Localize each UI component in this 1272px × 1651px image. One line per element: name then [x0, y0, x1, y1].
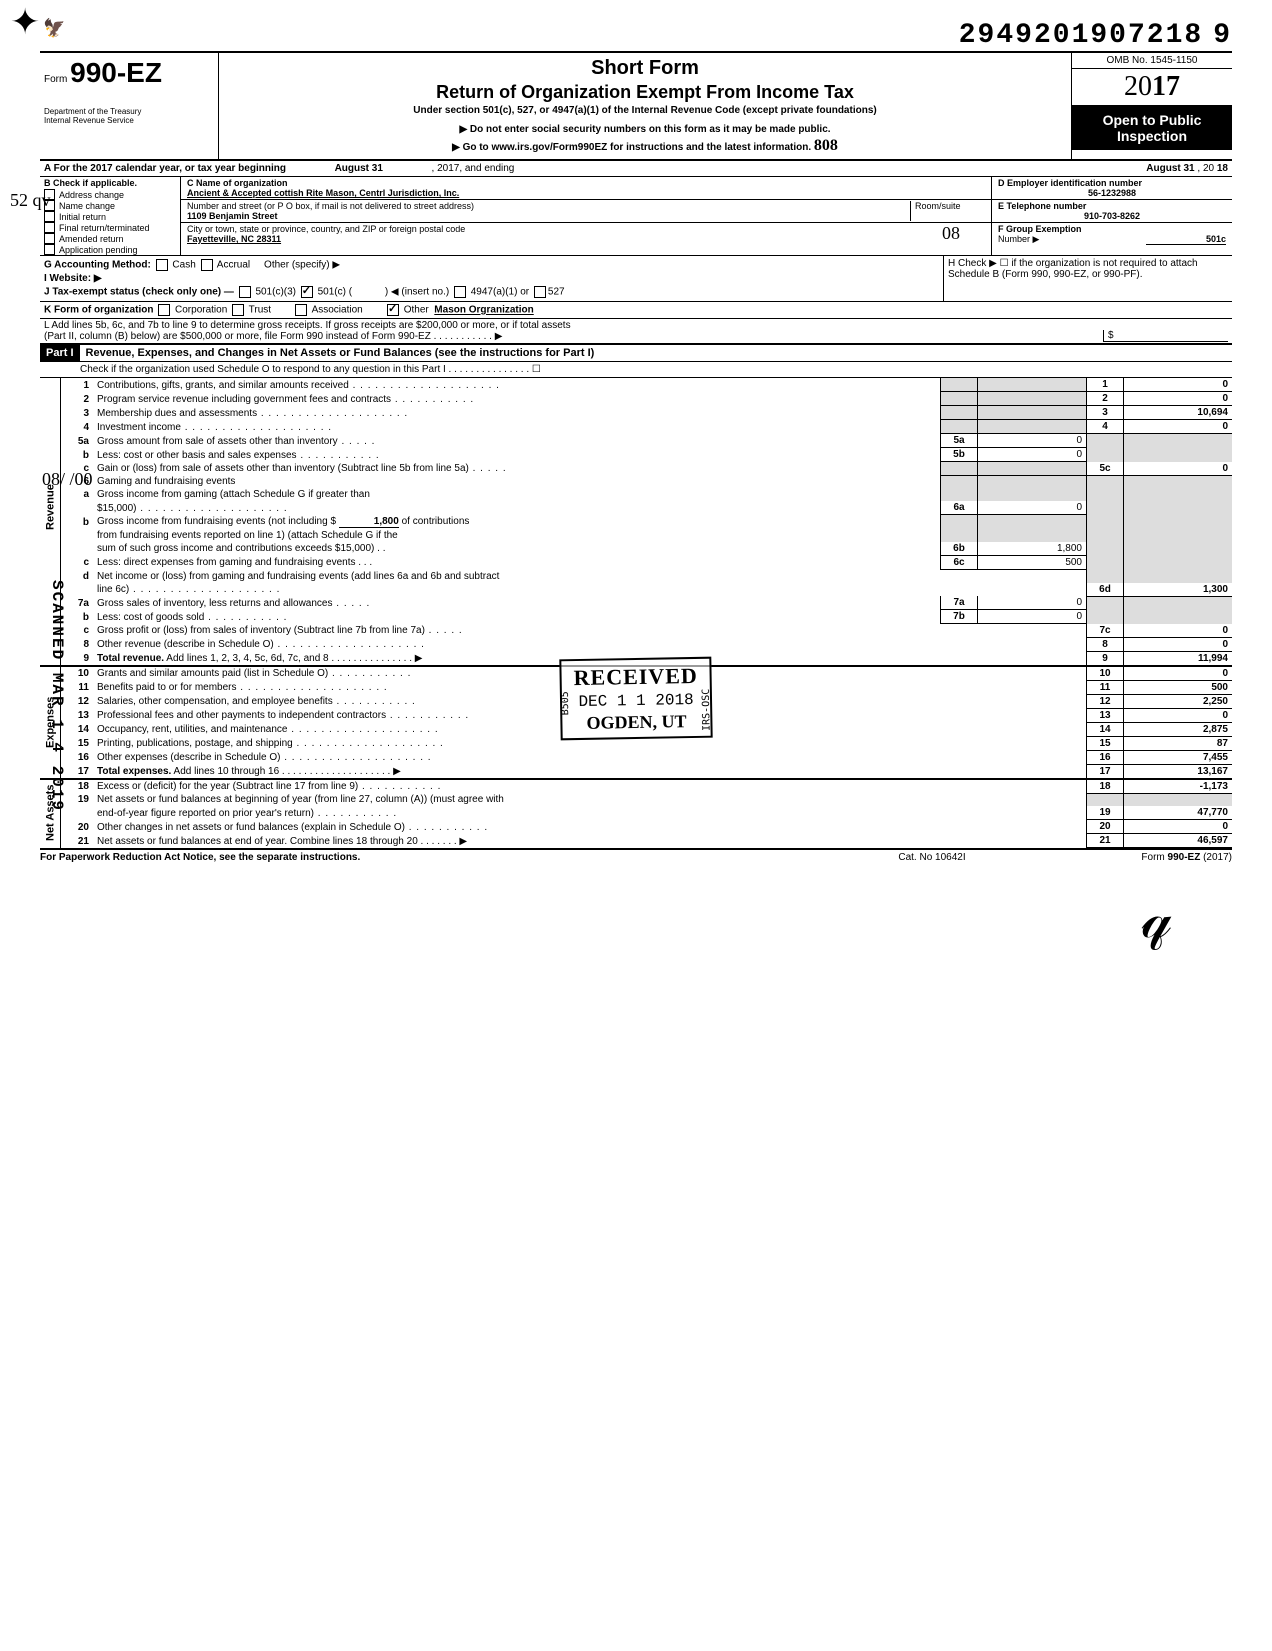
line-13-value: 0 [1124, 708, 1233, 722]
received-stamp: RECEIVED DEC 1 1 2018 OGDEN, UT B505 IRS… [559, 657, 713, 741]
open-to-public-2: Inspection [1076, 128, 1228, 144]
chk-initial-return[interactable] [44, 211, 55, 222]
chk-501c[interactable] [301, 286, 313, 298]
chk-accrual[interactable] [201, 259, 213, 271]
line-6c-value: 500 [978, 555, 1087, 569]
chk-other-org[interactable] [387, 304, 399, 316]
signature-scribble: 𝓆 [40, 883, 1232, 952]
line-4-value: 0 [1124, 420, 1233, 434]
line-18-value: -1,173 [1124, 779, 1233, 794]
line-5a-value: 0 [978, 434, 1087, 448]
line-1-value: 0 [1124, 378, 1233, 392]
handwriting-margin-52: 52 qv [10, 190, 51, 211]
org-name: Ancient & Accepted cottish Rite Mason, C… [187, 188, 985, 198]
row-l-amount: $ [1103, 330, 1228, 342]
side-label-net-assets: Net Assets [40, 779, 61, 848]
line-6d-value: 1,300 [1124, 583, 1233, 597]
document-locator-number: 2949201907218929492019072189 [40, 20, 1232, 51]
dept-treasury: Department of the Treasury [44, 107, 214, 116]
line-8-value: 0 [1124, 637, 1233, 651]
phone: 910-703-8262 [998, 211, 1226, 221]
chk-corp[interactable] [158, 304, 170, 316]
tax-year-begin: August 31 [289, 163, 429, 174]
chk-4947[interactable] [454, 286, 466, 298]
form-title-block: Short Form Return of Organization Exempt… [219, 53, 1071, 159]
chk-final-return[interactable] [44, 222, 55, 233]
line-7b-value: 0 [978, 610, 1087, 624]
row-k-form-org: K Form of organization Corporation Trust… [40, 302, 1232, 319]
line-7c-value: 0 [1124, 624, 1233, 638]
row-h-schedule-b: H Check ▶ ☐ if the organization is not r… [943, 256, 1232, 301]
row-i-website: I Website: ▶ [44, 272, 939, 285]
ssn-warning: ▶ Do not enter social security numbers o… [227, 124, 1063, 135]
tax-year-end-month: August 31 [1146, 163, 1194, 174]
form-id-block: Form 990-EZ Department of the Treasury I… [40, 53, 219, 159]
omb-number: OMB No. 1545-1150 [1072, 53, 1232, 69]
line-5c-value: 0 [1124, 462, 1233, 476]
line-20-value: 0 [1124, 820, 1233, 834]
chk-501c3[interactable] [239, 286, 251, 298]
chk-amended[interactable] [44, 233, 55, 244]
line-16-value: 7,455 [1124, 750, 1233, 764]
line-3-value: 10,694 [1124, 406, 1233, 420]
catalog-number: Cat. No 10642I [832, 852, 1032, 863]
paperwork-notice: For Paperwork Reduction Act Notice, see … [40, 852, 832, 863]
row-j-tax-status: J Tax-exempt status (check only one) — 5… [44, 285, 939, 299]
org-street: 1109 Benjamin Street [187, 211, 910, 221]
part-i-check-schedule-o: Check if the organization used Schedule … [40, 362, 1232, 378]
group-exemption: 501c [1146, 234, 1226, 245]
tax-year-end-year: 18 [1217, 163, 1228, 174]
room-suite-label: Room/suite [910, 201, 985, 221]
line-19-value: 47,770 [1124, 806, 1233, 820]
handwriting-808: 808 [814, 137, 838, 154]
ein: 56-1232988 [998, 188, 1226, 198]
side-label-revenue: Revenue [40, 378, 61, 637]
seal-scribble: ✦ 🦅 [10, 8, 65, 39]
return-title: Return of Organization Exempt From Incom… [227, 82, 1063, 103]
col-b-checkboxes: B Check if applicable. Address change Na… [40, 177, 181, 255]
line-17-value: 13,167 [1124, 764, 1233, 779]
line-6b-contrib: 1,800 [339, 516, 399, 528]
line-2-value: 0 [1124, 392, 1233, 406]
line-14-value: 2,875 [1124, 722, 1233, 736]
form-number: 990-EZ [70, 57, 162, 88]
open-to-public-1: Open to Public [1076, 112, 1228, 128]
handwriting-08: 08 [911, 223, 991, 245]
part-i-title: Revenue, Expenses, and Changes in Net As… [80, 345, 1232, 361]
line-6a-value: 0 [978, 501, 1087, 515]
short-form-title: Short Form [227, 57, 1063, 80]
other-org-value: Mason Orgranization [434, 305, 533, 316]
chk-527[interactable] [534, 286, 546, 298]
line-6b-value: 1,800 [978, 542, 1087, 556]
chk-pending[interactable] [44, 244, 55, 255]
chk-assoc[interactable] [295, 304, 307, 316]
line-12-value: 2,250 [1124, 694, 1233, 708]
line-15-value: 87 [1124, 736, 1233, 750]
dept-irs: Internal Revenue Service [44, 116, 214, 125]
line-5b-value: 0 [978, 448, 1087, 462]
row-g-accounting: G Accounting Method: Cash Accrual Other … [44, 258, 939, 272]
chk-trust[interactable] [232, 304, 244, 316]
tax-year: 2017 [1072, 69, 1232, 106]
under-section: Under section 501(c), 527, or 4947(a)(1)… [227, 105, 1063, 116]
col-def-ids: D Employer identification number 56-1232… [992, 177, 1232, 255]
footer: For Paperwork Reduction Act Notice, see … [40, 848, 1232, 863]
line-21-value: 46,597 [1124, 834, 1233, 848]
row-a-tax-year: A For the 2017 calendar year, or tax yea… [40, 161, 1232, 177]
line-10-value: 0 [1124, 666, 1233, 681]
line-9-value: 11,994 [1124, 651, 1233, 666]
line-11-value: 500 [1124, 680, 1233, 694]
org-city: Fayetteville, NC 28311 [187, 234, 905, 244]
line-7a-value: 0 [978, 596, 1087, 610]
col-c-org-info: C Name of organization Ancient & Accepte… [181, 177, 992, 255]
header-right-block: OMB No. 1545-1150 2017 Open to Public In… [1071, 53, 1232, 159]
chk-cash[interactable] [156, 259, 168, 271]
side-label-expenses: Expenses [40, 666, 61, 779]
part-i-label: Part I [40, 345, 80, 361]
line-1-desc: Contributions, gifts, grants, and simila… [93, 378, 941, 392]
row-l-gross-receipts: L Add lines 5b, 6c, and 7b to line 9 to … [40, 319, 1232, 343]
goto-instructions: ▶ Go to www.irs.gov/Form990EZ for instru… [452, 142, 811, 153]
